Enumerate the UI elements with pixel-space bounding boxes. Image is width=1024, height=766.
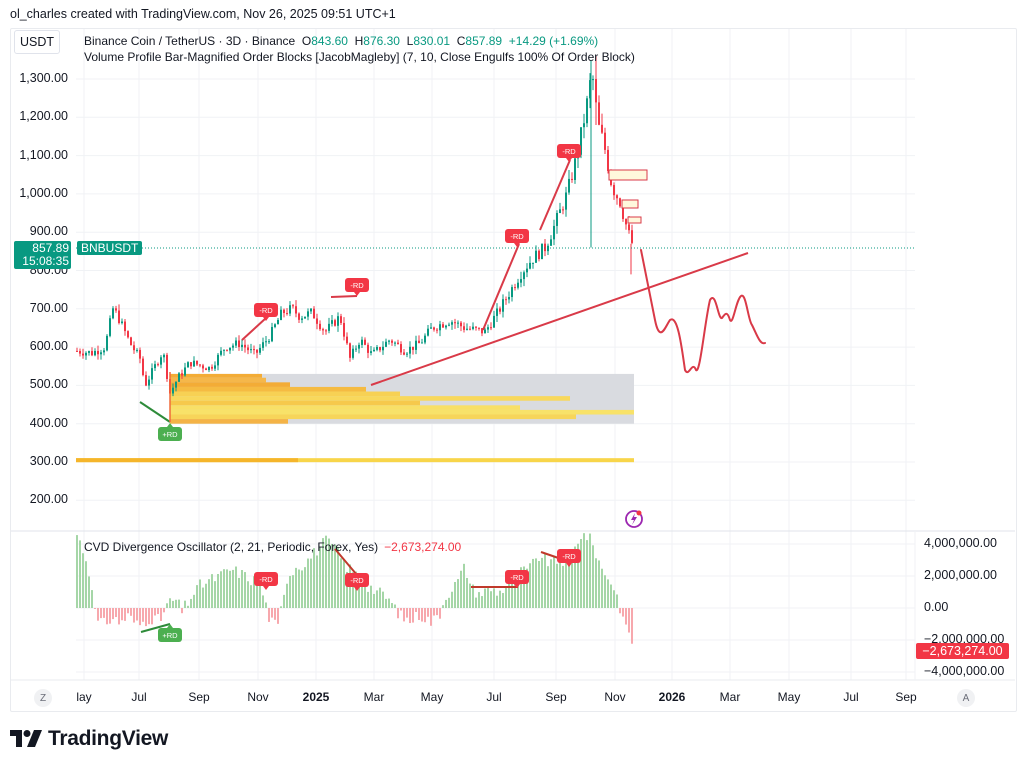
bearish-divergence-label: -RD (345, 573, 369, 591)
bearish-divergence-label: -RD (345, 278, 369, 296)
svg-text:-RD: -RD (259, 575, 273, 584)
zoom-reset-button[interactable]: Z (34, 689, 52, 707)
time-axis-label: Mar (363, 690, 385, 704)
price-axis-label: 1,000.00 (19, 185, 68, 200)
svg-text:-RD: -RD (510, 573, 524, 582)
svg-text:-RD: -RD (350, 281, 364, 290)
price-axis-label: 1,200.00 (19, 109, 68, 124)
brand-name: TradingView (48, 727, 169, 750)
symbol-description[interactable]: Binance Coin / TetherUS · 3D · Binance (84, 34, 296, 48)
svg-text:+RD: +RD (162, 631, 178, 640)
bearish-divergence-label: -RD (254, 303, 278, 321)
oscillator-value: −2,673,274.00 (384, 540, 462, 554)
price-axis-label: 600.00 (29, 339, 68, 354)
symbol-line: Binance Coin / TetherUS · 3D · Binance O… (84, 33, 635, 49)
auto-scale-button[interactable]: A (957, 689, 975, 707)
bar-countdown: 15:08:35 (22, 254, 69, 268)
tradingview-logo: TradingView (10, 727, 168, 751)
oscillator-value-tag: −2,673,274.00 (916, 643, 1009, 659)
price-axis-label: 700.00 (29, 300, 68, 315)
time-axis-label: Mar (719, 690, 741, 704)
last-price-value: 857.89 (32, 241, 69, 255)
oscillator-axis-label: 4,000,000.00 (924, 536, 997, 550)
price-axis-label: 300.00 (29, 454, 68, 468)
price-axis-label: 900.00 (29, 224, 68, 239)
lightning-alert-icon[interactable] (625, 510, 643, 528)
open-value: 843.60 (311, 34, 348, 48)
time-axis-label: Nov (247, 690, 269, 704)
volume-profile-order-block[interactable] (76, 373, 634, 463)
change-value: +14.29 (+1.69%) (508, 34, 599, 48)
close-label: C (456, 34, 466, 48)
time-axis-label: May (420, 690, 444, 704)
time-axis-label: Sep (895, 690, 917, 704)
oscillator-axis-label: 0.00 (924, 600, 949, 614)
close-value: 857.89 (465, 34, 503, 48)
oscillator-axis-label: 2,000,000.00 (924, 568, 997, 582)
time-axis-label: 2026 (658, 690, 686, 704)
oscillator-axis-label: −2,000,000.00 (924, 632, 1005, 646)
indicator-legend[interactable]: Volume Profile Bar-Magnified Order Block… (84, 50, 635, 64)
svg-text:-RD: -RD (259, 306, 273, 315)
time-axis-label: Sep (545, 690, 567, 704)
open-label: O (301, 34, 312, 48)
bearish-order-blocks[interactable] (608, 169, 648, 224)
bullish-divergence-label: +RD (158, 624, 182, 642)
high-label: H (354, 34, 364, 48)
svg-text:-RD: -RD (510, 232, 524, 241)
user-drawings[interactable] (139, 159, 766, 423)
price-axis-label: 400.00 (29, 415, 68, 430)
svg-text:-RD: -RD (562, 552, 576, 561)
price-axis-label: 500.00 (29, 377, 68, 392)
time-axis-label: lay (76, 690, 92, 704)
tradingview-logo-icon (10, 730, 42, 747)
time-axis-label: Nov (604, 690, 626, 704)
bullish-divergence-label: +RD (158, 423, 182, 441)
currency-unit[interactable]: USDT (14, 30, 60, 54)
chart-legend: Binance Coin / TetherUS · 3D · Binance O… (84, 33, 635, 65)
oscillator-legend[interactable]: CVD Divergence Oscillator (2, 21, Period… (84, 540, 461, 554)
time-axis-label: Sep (188, 690, 210, 704)
oscillator-axis-label: −4,000,000.00 (924, 664, 1005, 678)
chart-frame (10, 28, 1017, 712)
time-axis-label: 2025 (302, 690, 330, 704)
high-value: 876.30 (363, 34, 400, 48)
svg-text:-RD: -RD (562, 147, 576, 156)
time-axis-label: Jul (131, 690, 147, 704)
low-value: 830.01 (413, 34, 451, 48)
svg-text:+RD: +RD (162, 430, 178, 439)
time-axis-label: Jul (843, 690, 859, 704)
symbol-price-tag: BNBUSDT (77, 241, 143, 255)
svg-text:-RD: -RD (350, 576, 364, 585)
bearish-divergence-label: -RD (505, 229, 529, 247)
bearish-divergence-label: -RD (557, 549, 581, 567)
time-axis-label: Jul (486, 690, 502, 704)
last-price-tag: 857.89 15:08:35 (14, 241, 71, 269)
time-axis-label: May (777, 690, 801, 704)
price-axis-label: 1,100.00 (19, 147, 68, 162)
bearish-divergence-label: -RD (557, 144, 581, 162)
low-label: L (406, 34, 414, 48)
chart-credit: ol_charles created with TradingView.com,… (10, 7, 396, 21)
price-axis-label: 200.00 (29, 492, 68, 507)
price-axis-label: 1,300.00 (19, 71, 68, 85)
bearish-divergence-label: -RD (505, 570, 529, 588)
oscillator-title: CVD Divergence Oscillator (2, 21, Period… (84, 540, 379, 554)
bearish-divergence-label: -RD (254, 572, 278, 590)
